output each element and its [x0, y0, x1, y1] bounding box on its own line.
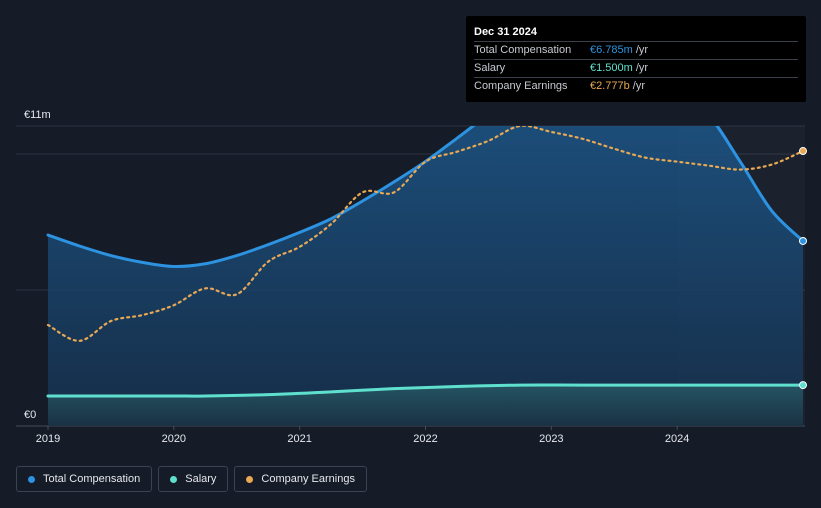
tooltip-label: Company Earnings [474, 80, 568, 92]
tooltip-row-salary: Salary €1.500m /yr [474, 59, 798, 77]
legend-dot-icon [28, 475, 35, 483]
tooltip-value: €1.500m [590, 62, 633, 74]
tooltip-unit: /yr [632, 80, 645, 92]
x-tick-label: 2023 [539, 433, 563, 445]
company-earnings-line [46, 126, 805, 342]
total-compensation-end-marker [799, 236, 807, 245]
legend-label: Company Earnings [261, 473, 355, 485]
legend-dot-icon [170, 475, 178, 483]
legend-dot-icon [246, 475, 254, 483]
x-tick-label: 2021 [287, 433, 311, 445]
x-tick-label: 2022 [413, 433, 437, 445]
salary-area [48, 384, 803, 426]
tooltip-value: €2.777b [590, 80, 630, 92]
tooltip-date: Dec 31 2024 [474, 26, 537, 38]
x-tick-label: 2024 [665, 433, 689, 445]
salary-line [46, 383, 805, 398]
x-tick-label: 2019 [36, 433, 60, 445]
tooltip-value: €6.785m [590, 44, 633, 56]
legend-item-company-earnings[interactable]: Company Earnings [234, 466, 367, 492]
total-compensation-line [46, 126, 805, 268]
tooltip-unit: /yr [635, 62, 649, 74]
legend-label: Salary [185, 473, 217, 485]
legend-item-total-compensation[interactable]: Total Compensation [16, 466, 153, 492]
y-tick-label: €11m [24, 109, 51, 121]
x-tick-label: 2020 [162, 433, 186, 445]
tooltip-unit: /yr [635, 44, 649, 56]
tooltip-row-total-compensation: Total Compensation €6.785m /yr [474, 41, 798, 59]
tooltip-label: Salary [474, 62, 506, 74]
salary-end-marker [799, 381, 807, 390]
tooltip: Dec 31 2024 Total Compensation €6.785m /… [466, 16, 806, 102]
legend-label: Total Compensation [43, 473, 141, 485]
legend-item-salary[interactable]: Salary [158, 466, 229, 492]
tooltip-row-company-earnings: Company Earnings €2.777b /yr [474, 77, 798, 95]
company-earnings-end-marker [799, 147, 807, 156]
total-compensation-area [48, 126, 803, 426]
y-tick-label: €0 [24, 409, 36, 421]
tooltip-label: Total Compensation [474, 44, 572, 56]
legend: Total Compensation Salary Company Earnin… [16, 466, 367, 492]
